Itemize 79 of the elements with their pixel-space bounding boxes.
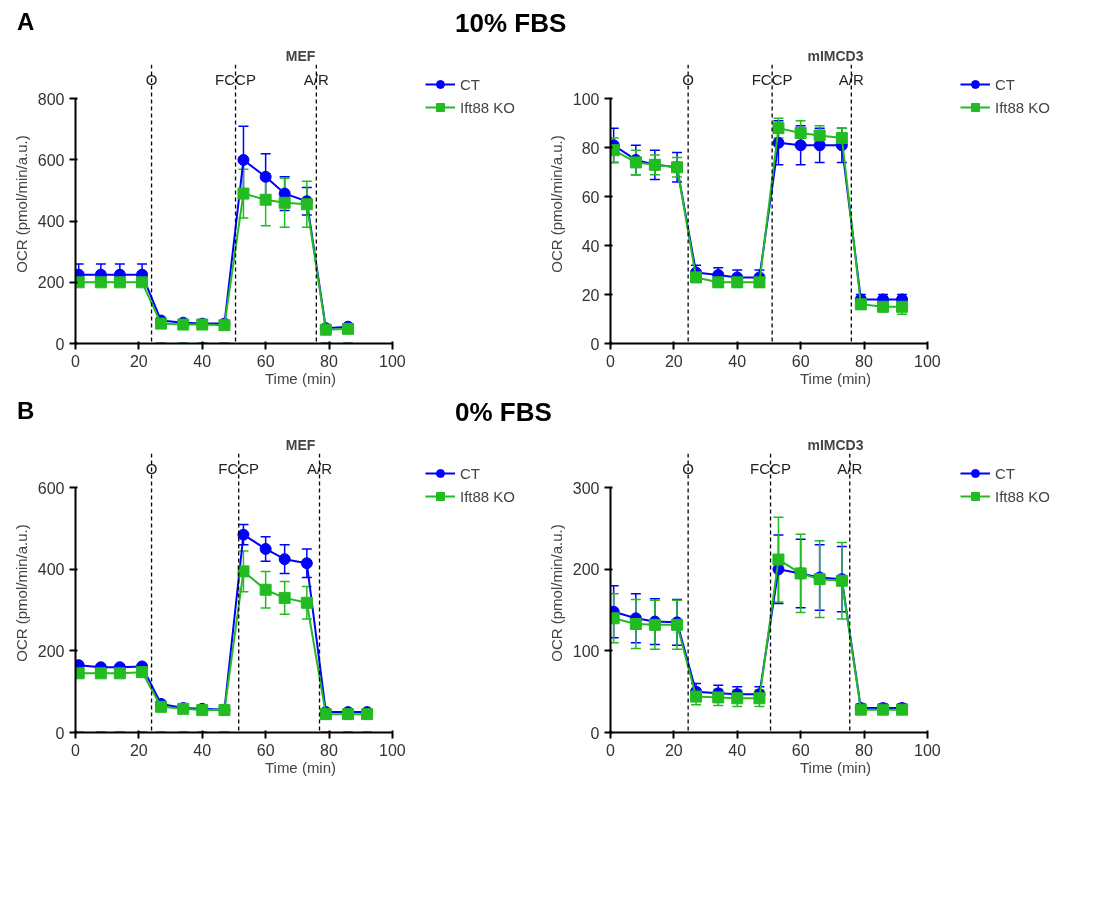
ref-line-label: O xyxy=(145,460,158,478)
ref-line-label: FCCP xyxy=(750,460,791,478)
y-axis-title: OCR (pmol/min/a.u.) xyxy=(547,524,565,662)
x-tick-label: 60 xyxy=(791,352,810,370)
x-tick-label: 40 xyxy=(728,352,747,370)
y-tick-label: 0 xyxy=(55,335,65,353)
y-tick-label: 0 xyxy=(590,724,600,742)
legend-label: CT xyxy=(994,75,1015,93)
ref-line-label: A/R xyxy=(303,71,330,89)
ref-line-label: A/R xyxy=(838,71,865,89)
y-tick-label: 60 xyxy=(581,188,600,206)
x-axis-title: Time (min) xyxy=(264,758,337,776)
x-tick-label: 80 xyxy=(320,741,339,759)
text: B xyxy=(17,396,35,426)
y-tick-label: 100 xyxy=(572,90,600,108)
legend-label: CT xyxy=(459,464,480,482)
x-tick-label: 20 xyxy=(664,352,683,370)
y-tick-label: 600 xyxy=(37,479,65,497)
ref-line-label: O xyxy=(145,71,158,89)
text: A xyxy=(17,7,35,37)
chart-title: MEF xyxy=(285,47,316,64)
x-tick-label: 80 xyxy=(855,352,874,370)
y-tick-label: 100 xyxy=(572,642,600,660)
x-tick-label: 80 xyxy=(855,741,874,759)
x-tick-label: 100 xyxy=(379,741,406,759)
x-tick-label: 60 xyxy=(256,352,275,370)
x-tick-label: 40 xyxy=(193,352,212,370)
ref-line-label: A/R xyxy=(837,460,863,478)
x-tick-label: 20 xyxy=(664,741,683,759)
legend-label: Ift88 KO xyxy=(994,98,1050,116)
y-tick-label: 40 xyxy=(581,237,600,255)
x-tick-label: 60 xyxy=(791,741,810,759)
x-tick-label: 100 xyxy=(914,741,941,759)
ref-line-label: FCCP xyxy=(751,71,793,89)
x-tick-label: 60 xyxy=(256,741,275,759)
y-tick-label: 800 xyxy=(37,90,65,108)
y-tick-label: 80 xyxy=(581,139,600,157)
x-tick-label: 20 xyxy=(129,741,148,759)
chart-title: MEF xyxy=(285,436,316,453)
legend-label: Ift88 KO xyxy=(459,487,515,505)
y-tick-label: 200 xyxy=(37,274,65,292)
x-axis-title: Time (min) xyxy=(799,369,872,387)
x-tick-label: 0 xyxy=(71,352,81,370)
x-tick-label: 80 xyxy=(320,352,339,370)
x-tick-label: 0 xyxy=(71,741,81,759)
y-tick-label: 200 xyxy=(37,642,65,660)
y-axis-title: OCR (pmol/min/a.u.) xyxy=(12,524,30,662)
chart-title: mIMCD3 xyxy=(807,436,864,453)
x-tick-label: 0 xyxy=(606,352,616,370)
ref-line-label: O xyxy=(682,71,694,89)
y-tick-label: 300 xyxy=(572,479,600,497)
y-tick-label: 400 xyxy=(37,213,65,231)
x-tick-label: 0 xyxy=(606,741,616,759)
y-tick-label: 400 xyxy=(37,561,65,579)
x-tick-label: 40 xyxy=(728,741,747,759)
x-axis-title: Time (min) xyxy=(264,369,337,387)
legend-label: CT xyxy=(994,464,1015,482)
x-tick-label: 40 xyxy=(193,741,212,759)
ref-line-label: FCCP xyxy=(215,71,256,89)
text: 10% FBS xyxy=(455,7,567,40)
y-axis-title: OCR (pmol/min/a.u.) xyxy=(547,135,565,273)
ref-line-label: FCCP xyxy=(218,460,260,478)
y-tick-label: 200 xyxy=(572,561,600,579)
legend-label: CT xyxy=(459,75,480,93)
x-tick-label: 100 xyxy=(914,352,941,370)
x-tick-label: 20 xyxy=(129,352,148,370)
legend-label: Ift88 KO xyxy=(459,98,515,116)
legend-label: Ift88 KO xyxy=(994,487,1050,505)
y-tick-label: 20 xyxy=(581,286,600,304)
y-axis-title: OCR (pmol/min/a.u.) xyxy=(12,135,30,273)
y-tick-label: 0 xyxy=(55,724,65,742)
chart-title: mIMCD3 xyxy=(807,47,864,64)
y-tick-label: 600 xyxy=(37,151,65,169)
text: 0% FBS xyxy=(455,396,552,429)
x-axis-title: Time (min) xyxy=(799,758,872,776)
ref-line-label: O xyxy=(682,460,694,478)
ref-line-label: A/R xyxy=(307,460,333,478)
y-tick-label: 0 xyxy=(590,335,600,353)
x-tick-label: 100 xyxy=(379,352,406,370)
